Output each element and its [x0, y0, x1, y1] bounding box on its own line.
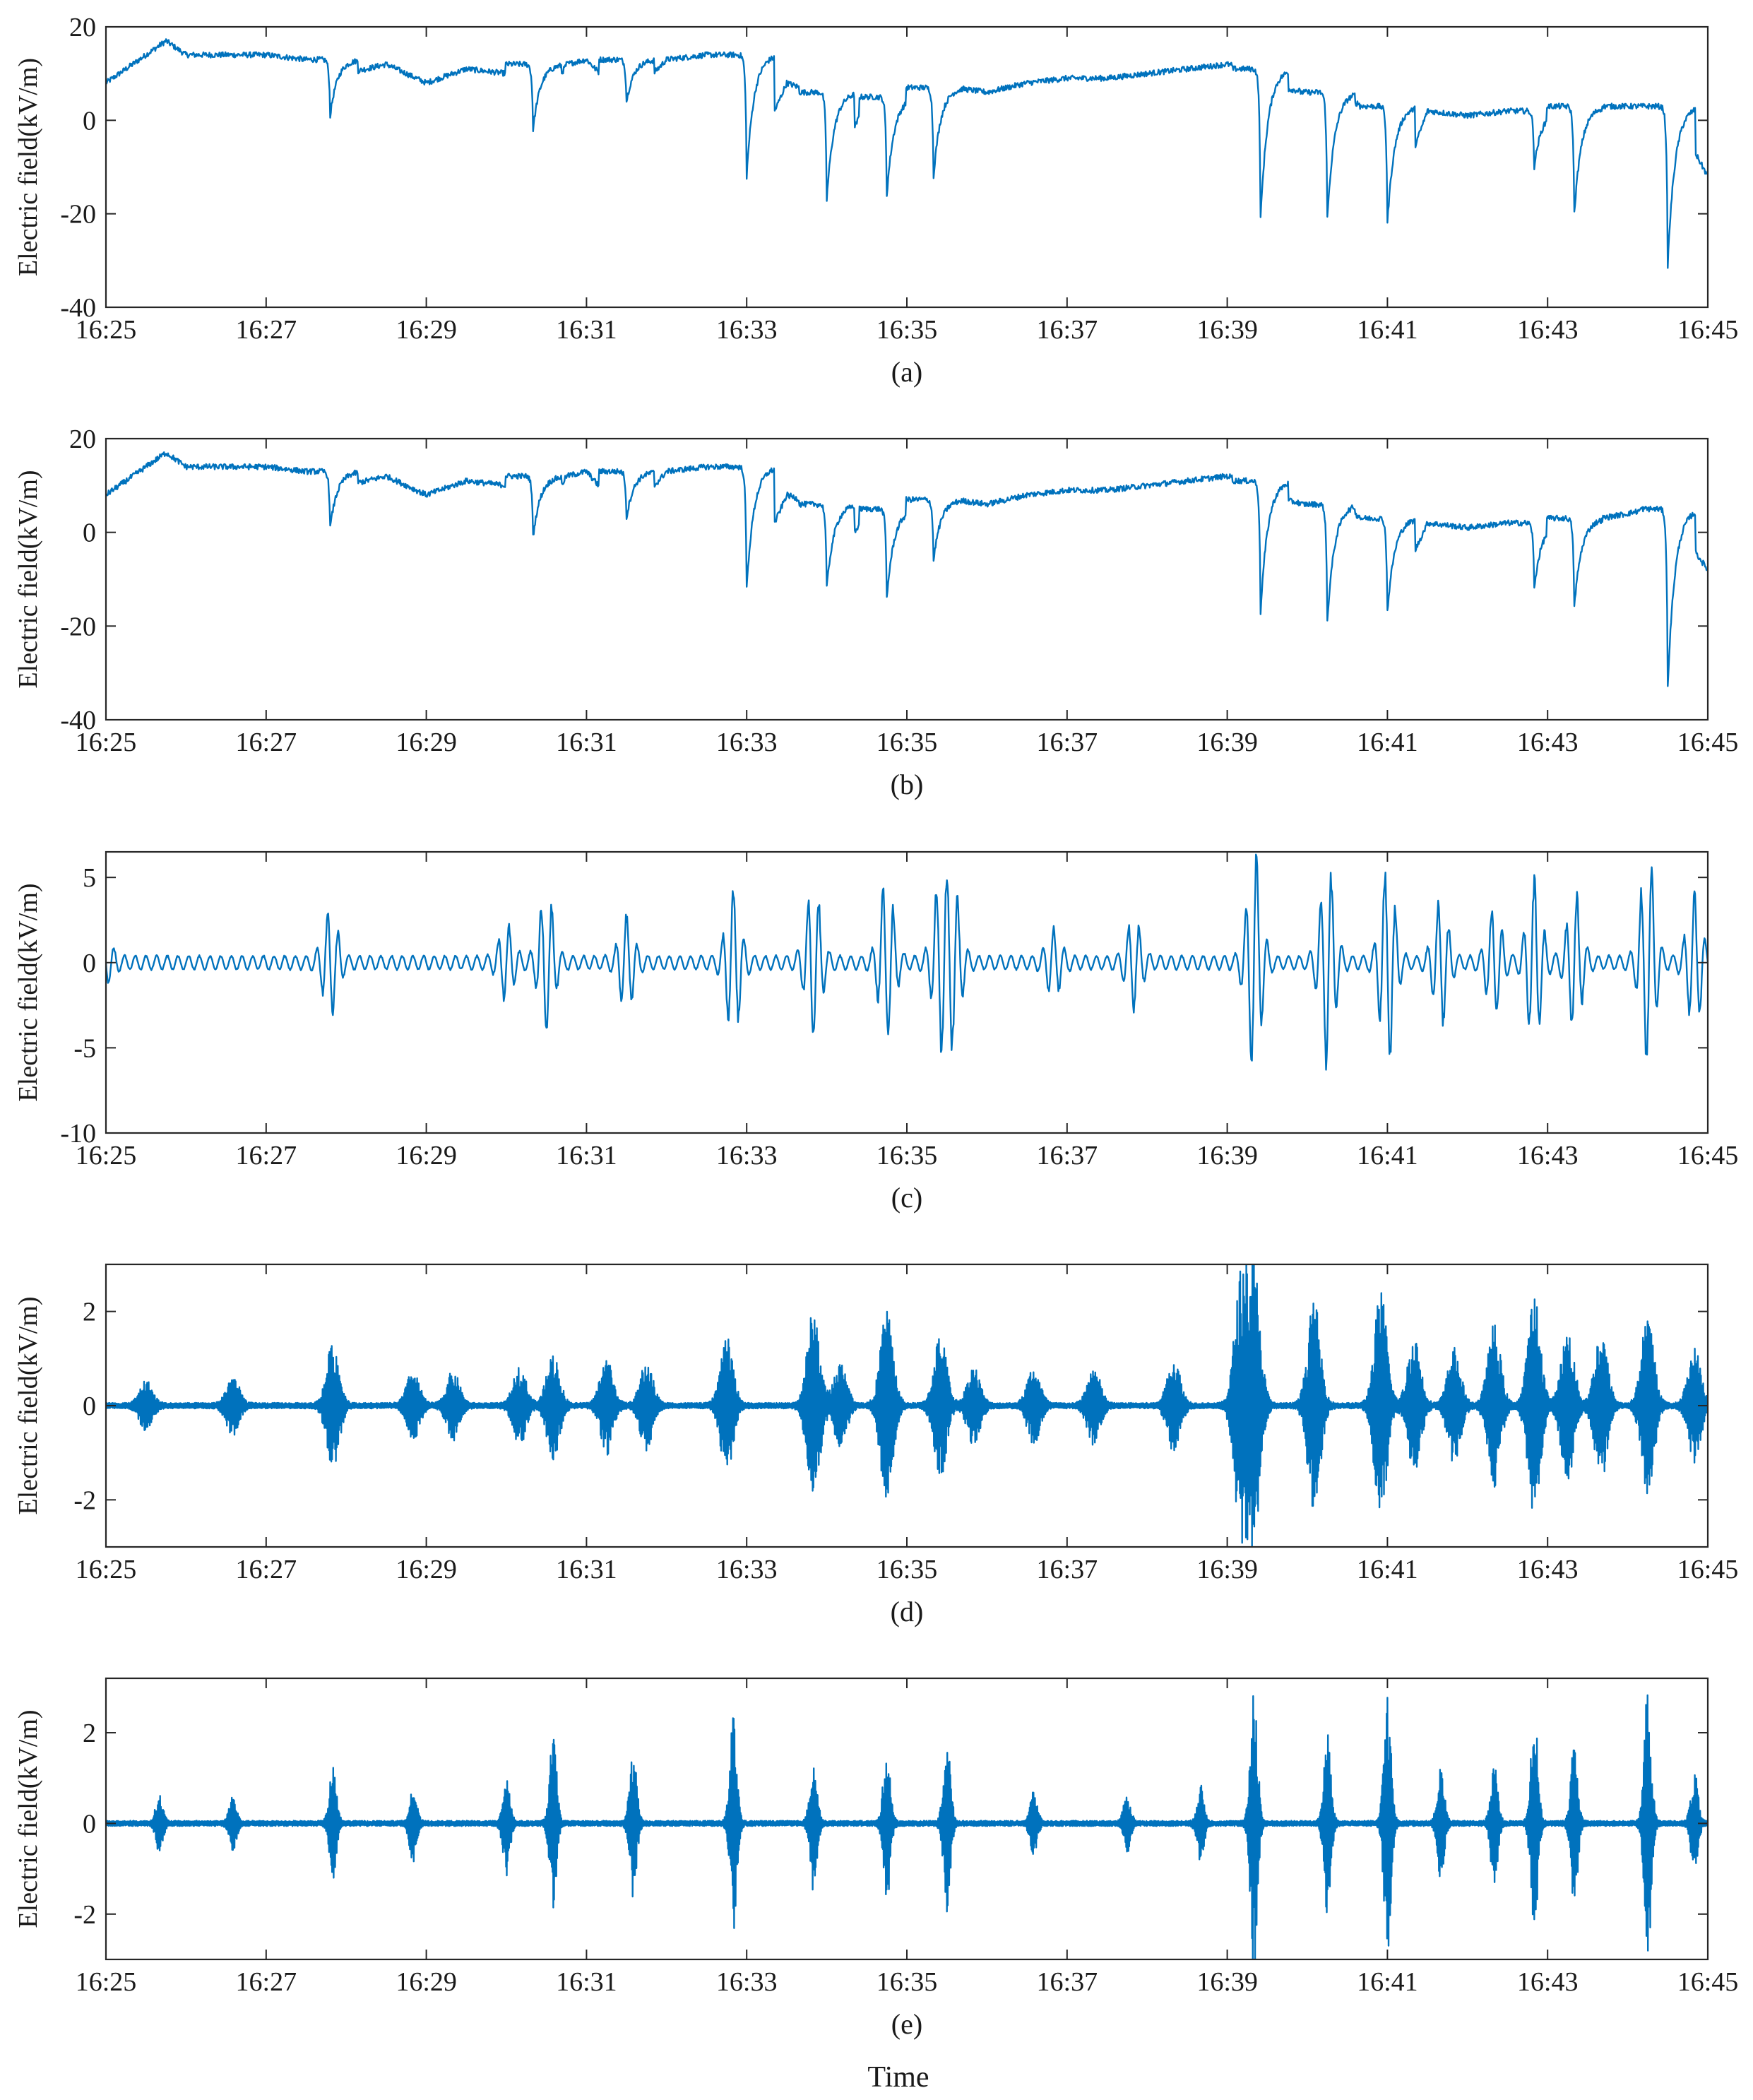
chart-panel-4: 16:25 16:27 16:29 16:31 16:33 16:35 16:37 16:39… — [13, 1263, 1739, 1627]
x-tick-label: 16:39 — [1196, 1141, 1258, 1170]
x-tick-label: 16:25 — [76, 315, 137, 345]
signal-line-e — [106, 1694, 1708, 1959]
y-tick-label: 0 — [83, 1392, 96, 1421]
x-tick-label: 16:43 — [1517, 1555, 1579, 1584]
y-tick-label: 0 — [83, 949, 96, 978]
x-tick-label: 16:35 — [877, 1967, 938, 1997]
plot-frame — [105, 437, 1709, 721]
y-tick-label: -20 — [60, 200, 96, 230]
x-tick-label: 16:29 — [396, 315, 457, 345]
y-tick-label: 0 — [83, 518, 96, 548]
panel-caption: (d) — [891, 1596, 924, 1627]
signal-line-d — [106, 1264, 1708, 1547]
signal-line-b — [106, 451, 1708, 687]
y-tick-label: 0 — [83, 1809, 96, 1839]
x-tick-label: 16:37 — [1037, 315, 1098, 345]
x-tick-label: 16:31 — [556, 728, 617, 757]
y-tick-label: 20 — [69, 13, 96, 42]
x-tick-label: 16:35 — [877, 1141, 938, 1170]
y-tick-label: 2 — [83, 1719, 96, 1748]
x-tick-label: 16:39 — [1196, 1555, 1258, 1584]
panel-caption: (b) — [891, 769, 924, 800]
x-tick-label: 16:25 — [76, 1555, 137, 1584]
y-tick-label: -40 — [60, 706, 96, 735]
panel-caption: (e) — [891, 2008, 922, 2040]
x-tick-label: 16:41 — [1357, 1141, 1418, 1170]
y-tick-label: 5 — [83, 863, 96, 893]
y-tick-label: 2 — [83, 1298, 96, 1327]
x-tick-label: 16:27 — [236, 728, 297, 757]
x-tick-label: 16:45 — [1677, 1967, 1739, 1997]
plot-frame — [105, 1677, 1709, 1961]
chart-panel-5: 16:25 16:27 16:29 16:31 16:33 16:35 16:37 16:39… — [13, 1677, 1739, 2040]
x-tick-label: 16:45 — [1677, 1555, 1739, 1584]
signal-line-c — [106, 853, 1708, 1071]
x-tick-label: 16:43 — [1517, 1967, 1579, 1997]
x-tick-label: 16:33 — [716, 1555, 778, 1584]
x-tick-label: 16:41 — [1357, 315, 1418, 345]
x-tick-label: 16:29 — [396, 728, 457, 757]
x-tick-label: 16:35 — [877, 315, 938, 345]
x-tick-label: 16:31 — [556, 315, 617, 345]
x-tick-label: 16:29 — [396, 1555, 457, 1584]
x-tick-label: 16:41 — [1357, 1555, 1418, 1584]
x-tick-label: 16:33 — [716, 315, 778, 345]
x-tick-label: 16:43 — [1517, 1141, 1579, 1170]
x-tick-label: 16:35 — [877, 1555, 938, 1584]
chart-panel-3: 16:25 16:27 16:29 16:31 16:33 16:35 16:37 16:39… — [13, 850, 1739, 1214]
x-tick-label: 16:45 — [1677, 728, 1739, 757]
x-tick-label: 16:27 — [236, 1141, 297, 1170]
x-tick-label: 16:29 — [396, 1141, 457, 1170]
chart-panel-2: 16:25 16:27 16:29 16:31 16:33 16:35 16:37 16:39… — [13, 425, 1738, 800]
x-tick-label: 16:25 — [76, 1141, 137, 1170]
y-axis-label: Electric field(kV/m) — [13, 1709, 43, 1928]
y-tick-label: -20 — [60, 612, 96, 641]
y-tick-label: -2 — [73, 1485, 96, 1515]
plot-frame — [105, 850, 1709, 1134]
y-tick-label: -5 — [73, 1033, 96, 1063]
x-tick-label: 16:35 — [877, 728, 938, 757]
chart-panel-1: 16:25 16:27 16:29 16:31 16:33 16:35 16:37 16:39… — [13, 13, 1738, 388]
x-tick-label: 16:27 — [236, 1555, 297, 1584]
x-tick-label: 16:43 — [1517, 728, 1579, 757]
x-tick-label: 16:43 — [1517, 315, 1579, 345]
y-axis-label: Electric field(kV/m) — [13, 470, 43, 688]
y-tick-label: -40 — [60, 293, 96, 323]
x-tick-label: 16:25 — [76, 1967, 137, 1997]
y-axis-label: Electric field(kV/m) — [13, 883, 43, 1101]
x-tick-label: 16:31 — [556, 1555, 617, 1584]
panel-caption: (c) — [891, 1182, 922, 1214]
x-tick-label: 16:29 — [396, 1967, 457, 1997]
x-tick-label: 16:27 — [236, 315, 297, 345]
x-tick-label: 16:39 — [1196, 1967, 1258, 1997]
x-tick-label: 16:31 — [556, 1967, 617, 1997]
x-tick-label: 16:41 — [1357, 728, 1418, 757]
x-tick-label: 16:39 — [1196, 315, 1258, 345]
x-tick-label: 16:37 — [1037, 1141, 1098, 1170]
x-tick-label: 16:37 — [1037, 1967, 1098, 1997]
x-tick-label: 16:37 — [1037, 1555, 1098, 1584]
y-tick-label: -10 — [60, 1119, 96, 1149]
x-tick-label: 16:25 — [76, 728, 137, 757]
panels: 16:25 16:27 16:29 16:31 16:33 16:35 16:37 16:39… — [13, 13, 1738, 2040]
y-tick-label: 20 — [69, 425, 96, 454]
x-tick-label: 16:27 — [236, 1967, 297, 1997]
panel-caption: (a) — [891, 356, 922, 388]
x-tick-label: 16:45 — [1677, 315, 1739, 345]
signal-line-a — [106, 38, 1708, 269]
y-tick-label: 0 — [83, 106, 96, 136]
y-axis-label: Electric field(kV/m) — [13, 58, 43, 276]
x-tick-label: 16:45 — [1677, 1141, 1739, 1170]
x-tick-label: 16:41 — [1357, 1967, 1418, 1997]
x-axis-title: Time — [867, 2061, 929, 2094]
x-tick-label: 16:39 — [1196, 728, 1258, 757]
y-axis-label: Electric field(kV/m) — [13, 1296, 43, 1514]
x-tick-label: 16:33 — [716, 1141, 778, 1170]
y-tick-label: -2 — [73, 1900, 96, 1930]
x-tick-label: 16:33 — [716, 1967, 778, 1997]
x-tick-label: 16:33 — [716, 728, 778, 757]
x-tick-label: 16:31 — [556, 1141, 617, 1170]
x-tick-label: 16:37 — [1037, 728, 1098, 757]
